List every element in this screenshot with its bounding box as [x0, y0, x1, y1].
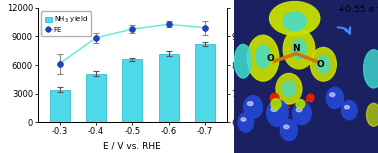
Ellipse shape	[326, 87, 344, 108]
Text: +0.55 e⁻: +0.55 e⁻	[338, 5, 378, 14]
Ellipse shape	[364, 50, 378, 88]
Ellipse shape	[241, 118, 246, 121]
Ellipse shape	[317, 56, 330, 73]
Ellipse shape	[341, 101, 357, 120]
Ellipse shape	[307, 94, 314, 102]
Ellipse shape	[270, 2, 320, 35]
Y-axis label: FE / %: FE / %	[253, 51, 262, 79]
Ellipse shape	[280, 119, 297, 141]
Ellipse shape	[296, 99, 305, 109]
Text: O: O	[317, 60, 324, 69]
Ellipse shape	[256, 45, 270, 68]
Point	[93, 37, 99, 39]
Ellipse shape	[234, 44, 252, 78]
Ellipse shape	[283, 12, 306, 31]
Bar	[122, 59, 142, 122]
Point	[57, 62, 63, 65]
Bar	[195, 44, 215, 122]
Ellipse shape	[270, 93, 279, 103]
Ellipse shape	[292, 39, 306, 59]
Y-axis label: NH$_3$ yield rate / μg h cm$^{-2}$: NH$_3$ yield rate / μg h cm$^{-2}$	[0, 12, 1, 118]
Ellipse shape	[248, 102, 253, 106]
Ellipse shape	[293, 102, 311, 125]
Ellipse shape	[330, 93, 335, 97]
Ellipse shape	[282, 81, 295, 96]
Ellipse shape	[296, 108, 302, 112]
Bar	[86, 74, 106, 122]
Ellipse shape	[283, 29, 315, 69]
Text: N: N	[292, 45, 300, 53]
Ellipse shape	[266, 100, 288, 126]
Ellipse shape	[247, 35, 279, 81]
Ellipse shape	[284, 125, 289, 129]
Ellipse shape	[271, 99, 281, 109]
Bar	[50, 90, 70, 122]
Point	[166, 23, 172, 26]
Ellipse shape	[367, 103, 378, 126]
Ellipse shape	[276, 73, 302, 104]
Ellipse shape	[271, 107, 277, 112]
Point	[129, 28, 135, 30]
Point	[202, 26, 208, 29]
Ellipse shape	[244, 96, 262, 119]
Ellipse shape	[344, 106, 349, 109]
Ellipse shape	[310, 47, 336, 81]
Legend: NH$_3$ yield, FE: NH$_3$ yield, FE	[41, 11, 91, 36]
Text: O: O	[266, 54, 274, 63]
X-axis label: E / V vs. RHE: E / V vs. RHE	[104, 142, 161, 151]
Ellipse shape	[238, 113, 254, 132]
Bar	[159, 54, 179, 122]
